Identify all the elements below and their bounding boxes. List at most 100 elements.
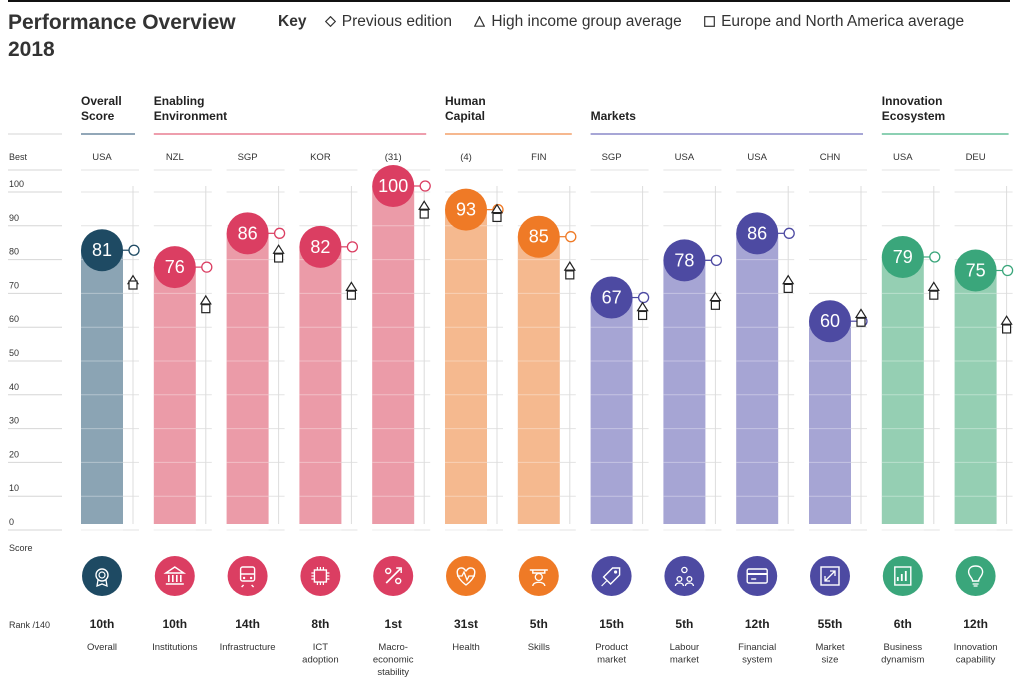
score-value: 93 <box>456 200 476 220</box>
category-label: ICT <box>313 642 329 653</box>
high-income-marker <box>636 301 649 312</box>
category-label: economic <box>373 655 414 666</box>
best-performer-label: NZL <box>166 152 184 163</box>
y-tick-label: 20 <box>9 449 19 459</box>
category-label: market <box>670 655 699 666</box>
chip-icon <box>311 567 330 585</box>
previous-edition-marker <box>710 254 723 267</box>
pillar-icon-bg <box>154 556 195 596</box>
pillar-icon-bg <box>591 556 632 596</box>
previous-edition-marker <box>565 231 577 243</box>
group-title: Capital <box>445 109 485 123</box>
high-income-marker <box>345 281 358 291</box>
high-income-marker <box>782 274 795 285</box>
y-tick-label: 0 <box>9 517 14 527</box>
category-label: Product <box>595 642 628 653</box>
pillar-5: 93 (4) 31st <box>445 152 504 631</box>
category-label: system <box>742 655 772 666</box>
group-title: Score <box>81 109 115 123</box>
score-circle <box>881 235 924 278</box>
rank-value: 5th <box>675 617 693 631</box>
best-performer-label: SGP <box>238 152 258 163</box>
pillar-icon-bg <box>300 556 341 596</box>
pillar-9: 86 USA 12th <box>736 152 795 631</box>
y-tick-label: 30 <box>9 416 19 426</box>
y-tick-label: 100 <box>9 179 24 189</box>
high-income-marker <box>709 291 722 302</box>
chart-building-icon <box>894 566 912 586</box>
rank-value: 12th <box>745 617 770 631</box>
y-tick-label: 70 <box>9 280 19 290</box>
score-circle <box>590 276 633 319</box>
square-icon <box>704 16 715 27</box>
previous-edition-marker <box>128 244 140 256</box>
heart-pulse-icon <box>456 567 476 586</box>
score-bar <box>445 209 487 524</box>
score-value: 85 <box>529 227 549 247</box>
category-label: adoption <box>302 655 338 666</box>
best-performer-label: USA <box>893 152 913 163</box>
tag-icon <box>601 567 621 587</box>
score-value: 78 <box>674 250 694 270</box>
score-circle <box>226 212 269 255</box>
high-income-marker <box>1000 315 1013 325</box>
pillar-icon-bg <box>664 556 705 596</box>
people-icon <box>674 566 695 587</box>
bulb-icon <box>967 565 984 587</box>
score-circle <box>445 188 487 231</box>
pillar-icon-bg <box>737 556 778 596</box>
score-bar <box>517 236 560 524</box>
regional-marker <box>1001 324 1012 334</box>
pillar-11: 79 USA 6th <box>881 152 941 631</box>
regional-marker <box>346 290 356 300</box>
best-performer-label: CHN <box>820 152 841 163</box>
rank-value: 10th <box>162 617 187 631</box>
score-circle <box>517 215 560 258</box>
regional-marker <box>419 209 429 219</box>
best-performer-label: USA <box>92 152 112 163</box>
legend-regional: Europe and North America average <box>704 13 964 30</box>
regional-marker <box>128 280 138 290</box>
legend: Key Previous edition High income group a… <box>278 13 964 31</box>
high-income-marker <box>490 203 504 214</box>
score-value: 79 <box>893 247 913 267</box>
page-title: Performance Overview 2018 <box>8 9 236 63</box>
category-label: Labour <box>670 642 700 653</box>
pillar-0: 81 USA 10th <box>81 152 140 631</box>
y-tick-label: 10 <box>9 483 19 493</box>
legend-previous: Previous edition <box>324 13 452 30</box>
rank-label: Rank /140 <box>9 620 50 630</box>
pillar-4: 100 (31) 1st <box>372 152 431 631</box>
rank-value: 5th <box>530 617 548 631</box>
rank-value: 6th <box>894 617 912 631</box>
score-value: 60 <box>820 311 840 331</box>
pillar-8: 78 USA 5th <box>663 152 723 631</box>
pillar-icon-bg <box>518 556 559 596</box>
regional-marker <box>274 253 284 263</box>
best-performer-label: USA <box>747 152 767 163</box>
pillar-icon-bg <box>82 556 122 596</box>
high-income-marker <box>272 244 285 254</box>
percent-icon <box>385 567 402 585</box>
y-tick-label: 90 <box>9 213 19 223</box>
high-income-marker <box>563 260 576 271</box>
pillar-icon-bg <box>227 556 268 596</box>
previous-edition-marker <box>346 241 359 253</box>
rank-value: 8th <box>311 617 329 631</box>
regional-marker <box>201 304 211 314</box>
medal-icon <box>95 568 109 588</box>
score-circle <box>663 239 706 282</box>
score-value: 100 <box>378 176 408 196</box>
title-line-2: 2018 <box>8 38 55 61</box>
high-income-marker <box>199 294 212 305</box>
score-circle <box>372 165 415 207</box>
top-rule <box>8 0 1010 2</box>
high-income-marker <box>927 281 940 291</box>
legend-high-income-text: High income group average <box>491 13 682 30</box>
score-value: 75 <box>966 261 986 281</box>
score-circle <box>81 229 123 272</box>
group-title: Overall <box>81 94 122 108</box>
pillar-1: 76 NZL 10th <box>153 152 213 631</box>
previous-edition-marker <box>419 180 431 192</box>
